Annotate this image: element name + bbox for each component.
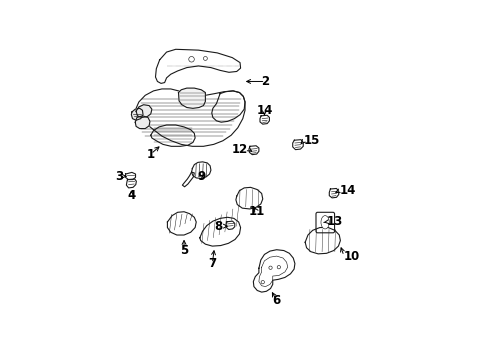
Polygon shape — [260, 115, 270, 124]
Ellipse shape — [321, 216, 329, 229]
Polygon shape — [226, 221, 235, 229]
FancyBboxPatch shape — [316, 212, 335, 233]
Polygon shape — [135, 116, 150, 129]
Text: 3: 3 — [115, 170, 123, 183]
Polygon shape — [192, 162, 211, 179]
Polygon shape — [236, 187, 263, 209]
Polygon shape — [200, 217, 241, 246]
Text: 13: 13 — [326, 216, 343, 229]
Polygon shape — [249, 146, 259, 155]
Polygon shape — [135, 89, 245, 146]
Text: 14: 14 — [256, 104, 272, 117]
Text: 2: 2 — [262, 75, 270, 88]
Polygon shape — [212, 91, 245, 122]
Text: 11: 11 — [248, 205, 265, 218]
Polygon shape — [293, 140, 303, 150]
Text: 6: 6 — [272, 294, 281, 307]
Text: 5: 5 — [180, 244, 188, 257]
Text: 10: 10 — [344, 249, 360, 262]
Text: 15: 15 — [304, 134, 320, 147]
Text: 9: 9 — [197, 170, 205, 183]
Circle shape — [277, 266, 280, 269]
Text: 7: 7 — [208, 257, 217, 270]
Polygon shape — [131, 108, 143, 120]
Polygon shape — [305, 228, 341, 254]
Text: 12: 12 — [232, 143, 248, 156]
Polygon shape — [253, 250, 295, 292]
Text: 14: 14 — [340, 184, 356, 197]
Polygon shape — [136, 105, 152, 117]
Polygon shape — [178, 88, 205, 108]
Circle shape — [203, 57, 207, 60]
Circle shape — [189, 57, 195, 62]
Polygon shape — [155, 49, 241, 84]
Circle shape — [261, 280, 265, 284]
Polygon shape — [151, 125, 195, 146]
Polygon shape — [125, 172, 136, 180]
Text: 8: 8 — [215, 220, 223, 233]
Text: 4: 4 — [127, 189, 136, 202]
Polygon shape — [168, 212, 196, 235]
Polygon shape — [329, 188, 339, 198]
Polygon shape — [182, 172, 195, 187]
Polygon shape — [126, 179, 136, 188]
Circle shape — [269, 266, 272, 269]
Text: 1: 1 — [147, 148, 155, 161]
